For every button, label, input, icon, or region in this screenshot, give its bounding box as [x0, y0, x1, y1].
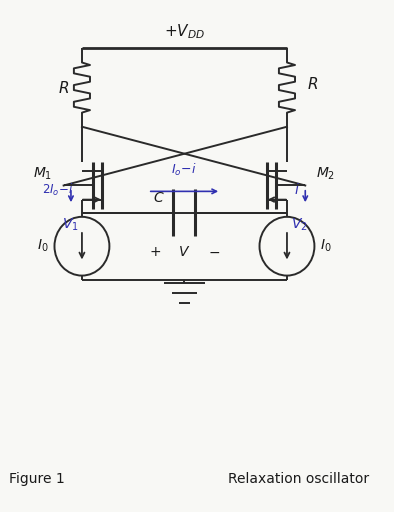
- Text: $I_o\!-\!i$: $I_o\!-\!i$: [171, 162, 197, 178]
- Text: $R$: $R$: [58, 79, 69, 96]
- Text: $i$: $i$: [294, 182, 300, 197]
- Text: $V_1$: $V_1$: [61, 217, 78, 233]
- Text: $+V_{DD}$: $+V_{DD}$: [164, 22, 205, 40]
- Text: $2I_o\!-\!i$: $2I_o\!-\!i$: [43, 182, 74, 198]
- Text: $M_1$: $M_1$: [33, 165, 53, 182]
- Text: $V$: $V$: [178, 245, 191, 259]
- Text: $C$: $C$: [153, 191, 165, 205]
- Text: $+$: $+$: [149, 245, 161, 259]
- Text: $I_0$: $I_0$: [37, 238, 49, 254]
- Text: Relaxation oscillator: Relaxation oscillator: [229, 472, 370, 486]
- Text: $R$: $R$: [307, 76, 318, 92]
- Text: $-$: $-$: [208, 245, 220, 259]
- Text: $M_2$: $M_2$: [316, 165, 335, 182]
- Text: $V_2$: $V_2$: [291, 217, 307, 233]
- Text: Figure 1: Figure 1: [9, 472, 65, 486]
- Text: $I_0$: $I_0$: [320, 238, 331, 254]
